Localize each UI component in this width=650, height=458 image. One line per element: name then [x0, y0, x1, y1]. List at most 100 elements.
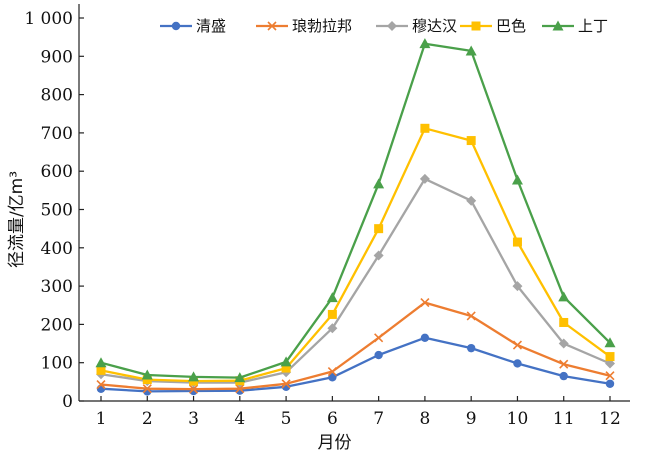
x-tick-label: 5	[281, 409, 292, 429]
y-tick-label: 400	[41, 239, 73, 259]
data-point	[605, 371, 615, 381]
x-tick-label: 1	[96, 409, 107, 429]
data-point	[420, 123, 430, 133]
legend-marker	[267, 21, 277, 31]
y-tick-label: 600	[41, 162, 73, 182]
legend-marker	[387, 21, 397, 31]
data-point	[605, 352, 615, 362]
x-tick-label: 10	[507, 409, 529, 429]
legend-item: 清盛	[160, 17, 226, 35]
data-point	[281, 363, 291, 373]
data-point	[512, 340, 523, 350]
legend: 清盛 琅勃拉邦 穆达汉 巴色 上丁	[160, 17, 608, 35]
y-axis-ticks: 0 100 200 300 400 500 600 700 800 900 1 000	[24, 9, 84, 412]
data-point	[373, 250, 384, 261]
data-point	[141, 369, 153, 380]
x-tick-label: 4	[234, 409, 245, 429]
legend-label: 清盛	[196, 17, 226, 35]
series-line	[100, 42, 611, 379]
legend-label: 巴色	[496, 17, 526, 35]
y-tick-label: 900	[41, 47, 73, 67]
data-point	[374, 350, 383, 360]
chart-axes	[78, 4, 630, 402]
data-point	[95, 357, 107, 368]
y-tick-label: 0	[62, 392, 73, 412]
data-point	[188, 371, 200, 382]
y-tick-label: 500	[41, 201, 73, 221]
data-point	[466, 195, 477, 206]
y-tick-label: 1 000	[24, 9, 73, 29]
legend-item: 穆达汉	[376, 17, 457, 35]
x-axis-title: 月份	[318, 433, 352, 453]
series-line	[100, 127, 611, 383]
y-tick-label: 800	[41, 86, 73, 106]
series-line	[100, 301, 611, 391]
data-point	[281, 379, 291, 389]
x-tick-label: 2	[142, 409, 153, 429]
data-point	[327, 323, 338, 334]
legend-item: 巴色	[460, 17, 526, 35]
series-line	[100, 336, 611, 393]
data-point	[419, 173, 430, 184]
series-line	[100, 177, 611, 384]
x-tick-label: 3	[188, 409, 199, 429]
series-1	[96, 333, 615, 396]
x-tick-label: 9	[466, 409, 477, 429]
data-point	[374, 224, 384, 234]
data-point	[327, 309, 337, 319]
series-4	[96, 123, 615, 386]
data-point	[558, 338, 569, 349]
y-axis-title: 径流量/亿m³	[7, 171, 27, 268]
data-point	[559, 371, 568, 381]
legend-label: 琅勃拉邦	[292, 17, 352, 35]
data-point	[373, 178, 385, 189]
x-tick-label: 11	[553, 409, 575, 429]
data-point	[466, 343, 476, 353]
legend-label: 穆达汉	[412, 17, 457, 35]
legend-item: 琅勃拉邦	[256, 17, 352, 35]
x-tick-label: 12	[599, 409, 621, 429]
data-point	[512, 237, 522, 247]
data-point	[374, 333, 384, 343]
series-2	[96, 298, 615, 394]
legend-label: 上丁	[578, 17, 608, 35]
data-point	[605, 379, 615, 388]
data-point	[604, 337, 616, 348]
legend-marker	[471, 21, 481, 31]
data-point	[234, 372, 246, 383]
data-point	[465, 45, 477, 56]
data-point	[280, 356, 292, 367]
y-tick-label: 700	[41, 124, 73, 144]
data-point	[420, 298, 430, 308]
data-point	[513, 359, 522, 368]
x-axis-ticks: 1 2 3 4 5 6 7 8 9 10 11 12	[96, 396, 621, 429]
series-5	[95, 38, 616, 383]
legend-marker	[552, 20, 564, 31]
data-point	[466, 136, 476, 146]
data-point	[327, 366, 337, 377]
data-point	[419, 38, 431, 49]
y-tick-label: 300	[41, 277, 73, 297]
data-point	[559, 317, 569, 327]
data-point	[142, 375, 152, 385]
legend-item: 上丁	[542, 17, 608, 35]
data-point	[328, 373, 337, 382]
y-tick-label: 100	[41, 354, 73, 374]
x-tick-label: 6	[327, 409, 338, 429]
legend-marker	[171, 21, 181, 31]
data-point	[420, 333, 430, 343]
data-point	[142, 384, 152, 394]
data-point	[96, 379, 106, 390]
data-point	[558, 291, 570, 302]
data-point	[512, 281, 523, 292]
data-point	[466, 311, 476, 321]
data-point	[326, 292, 338, 303]
data-point	[96, 365, 106, 375]
x-tick-label: 8	[419, 409, 430, 429]
data-point	[235, 384, 245, 394]
series-layer	[95, 38, 616, 396]
y-tick-label: 200	[41, 315, 73, 335]
x-tick-label: 7	[373, 409, 384, 429]
data-point	[188, 384, 199, 394]
